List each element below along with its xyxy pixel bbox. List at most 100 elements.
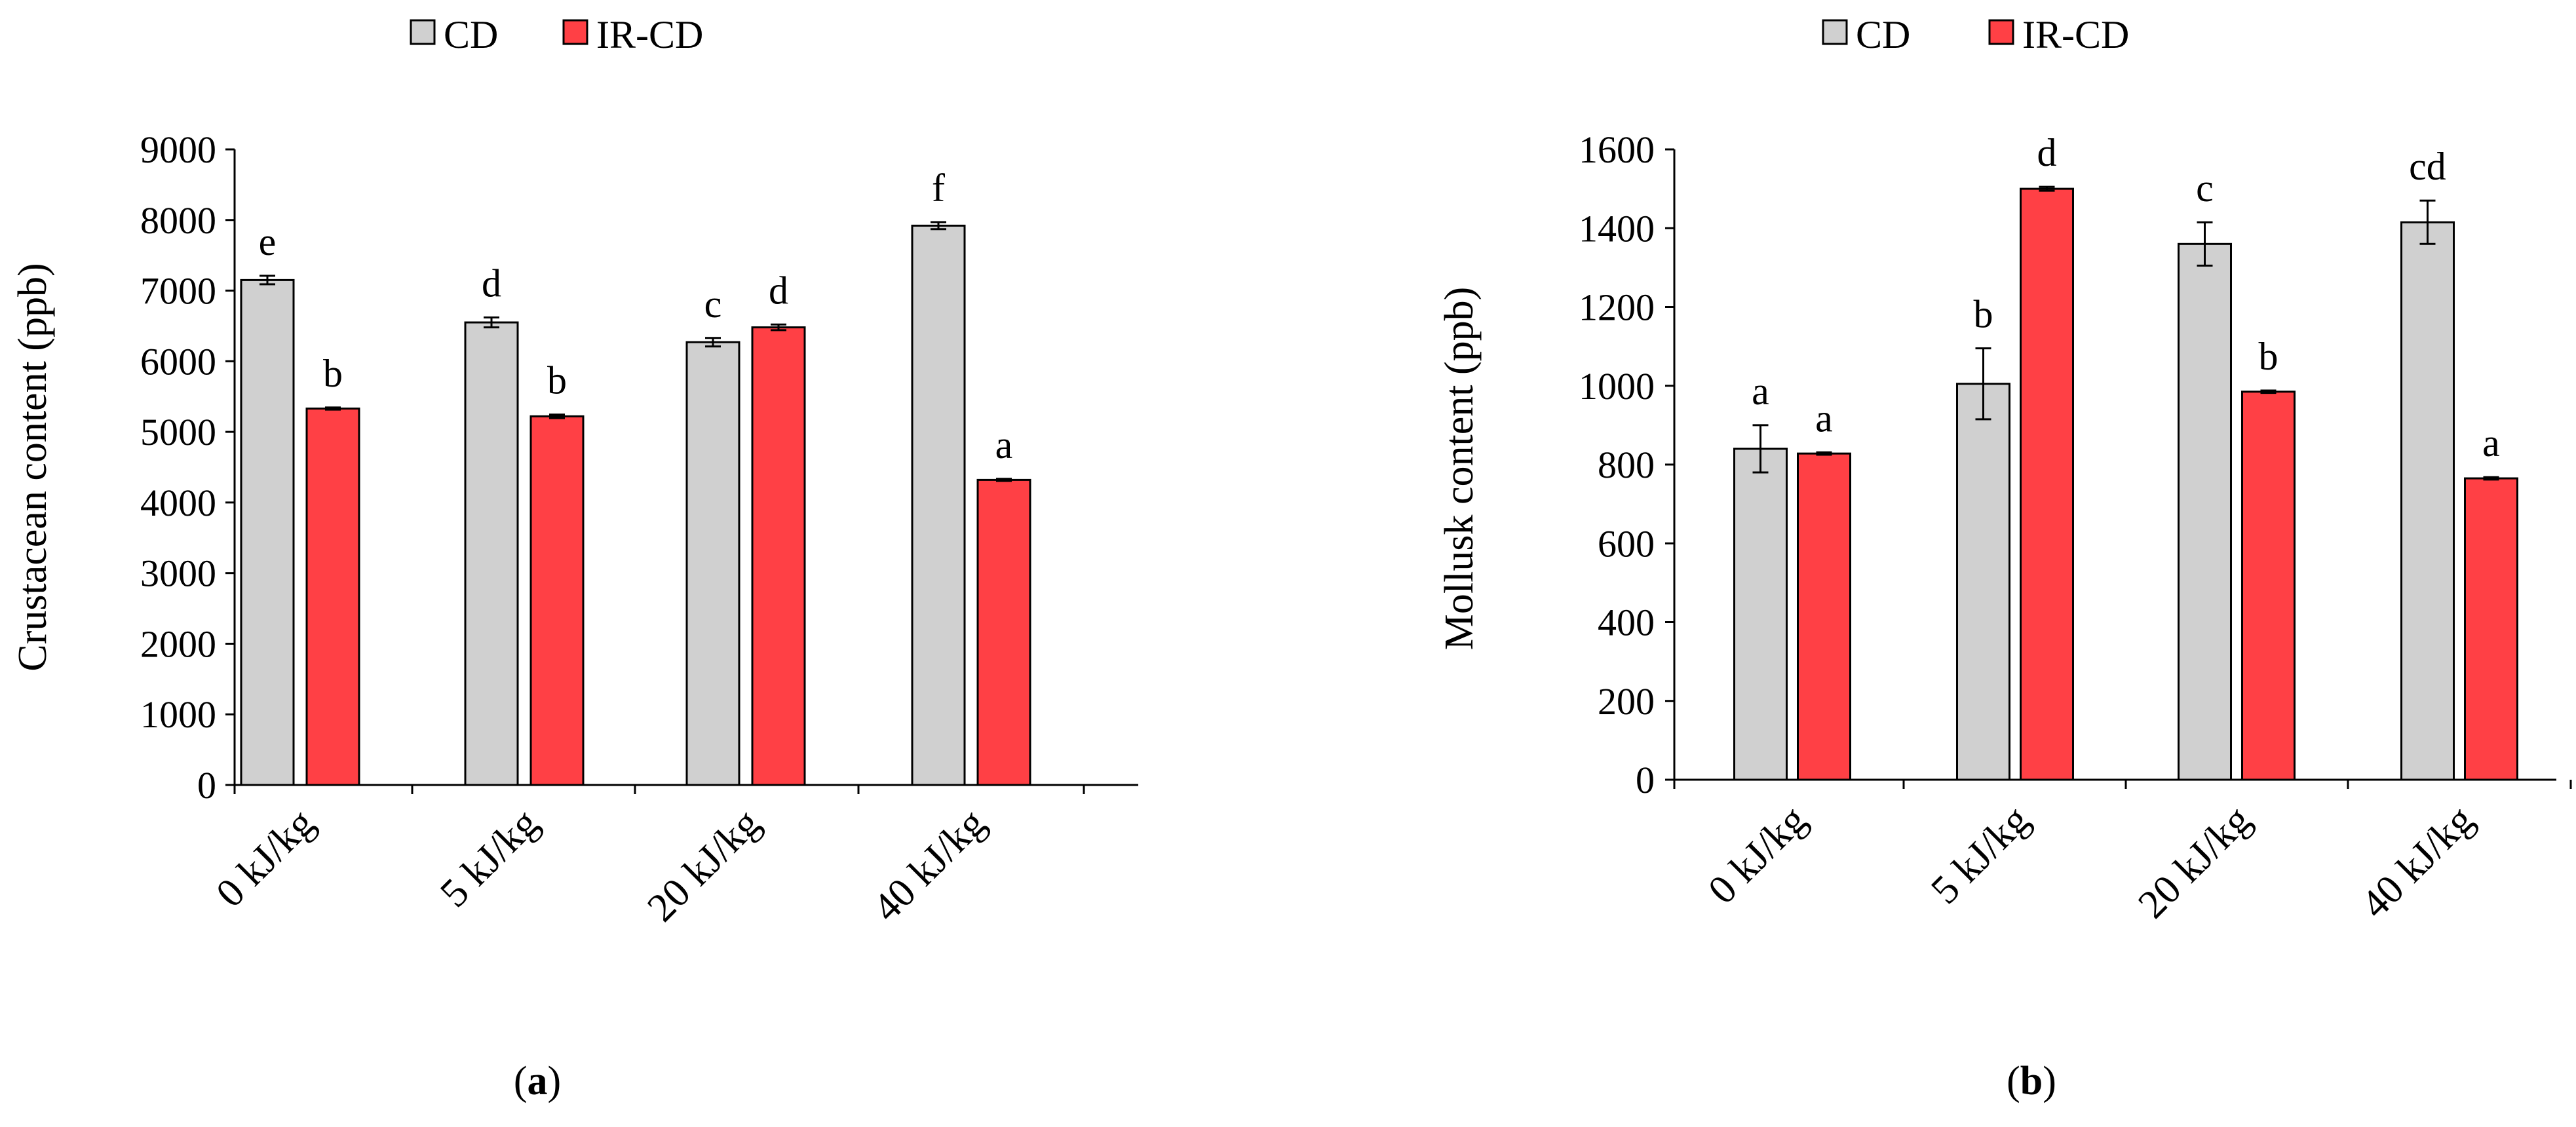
x-tick-label-a: 0 kJ/kg (208, 801, 323, 916)
bar-ircd-b (2241, 391, 2296, 781)
bar-ircd-b (2464, 477, 2518, 781)
bar-cd-b (1956, 383, 2010, 781)
bars-a: e d c f b b d a (233, 166, 1085, 794)
significance-letter-b: c (2196, 166, 2214, 210)
y-tick-label-a: 7000 (140, 270, 216, 313)
y-tick-label-b: 0 (1636, 759, 1655, 801)
error-bar-b (1975, 347, 1991, 421)
y-tick-label-b: 1200 (1579, 286, 1655, 329)
x-tick-label-a: 20 kJ/kg (639, 801, 769, 930)
y-tick-label-a: 6000 (140, 340, 216, 383)
error-bar-a (325, 406, 341, 411)
y-tick-label-a: 1000 (140, 693, 216, 736)
x-tick-label-b: 40 kJ/kg (2353, 797, 2482, 927)
y-tick-label-a: 0 (197, 764, 216, 807)
y-tick-label-b: 1600 (1579, 128, 1655, 171)
y-axis-label-b: Mollusk content (ppb) (1437, 287, 1482, 651)
x-tick-label-b: 0 kJ/kg (1700, 797, 1815, 913)
legend-b: CD IR-CD (1822, 13, 2129, 56)
bar-ircd-a (305, 408, 360, 786)
bar-cd-a (240, 278, 295, 786)
y-tick-label-b: 1400 (1579, 207, 1655, 250)
error-bar-b (2039, 185, 2055, 192)
error-bar-a (705, 337, 721, 348)
panel-b: CD IR-CD Mollusk content (ppb) 0 200 400 60… (1437, 13, 2572, 1103)
x-tick-label-b: 5 kJ/kg (1923, 797, 2038, 913)
y-axis-a: 0 1000 2000 3000 4000 5000 6000 7000 8000 9000 (140, 128, 236, 807)
bar-cd-b (2178, 242, 2232, 781)
x-tick-label-a: 5 kJ/kg (432, 801, 547, 916)
legend-a: CD IR-CD (410, 13, 703, 56)
bar-ircd-b (2020, 187, 2074, 781)
y-tick-label-b: 600 (1598, 522, 1655, 565)
y-ticks-a: 0 1000 2000 3000 4000 5000 6000 7000 8000 9000 (140, 128, 235, 807)
y-axis-label-a: Crustacean content (ppb) (10, 263, 55, 671)
y-ticks-b: 0 200 400 600 800 1000 1200 1400 1600 (1579, 128, 1674, 801)
bar-cd-a (911, 224, 966, 786)
legend-swatch-ircd-a (562, 19, 588, 45)
legend-swatch-ircd-b (1988, 19, 2014, 45)
y-tick-label-a: 2000 (140, 622, 216, 665)
error-bar-b (2419, 199, 2436, 245)
bar-cd-a (685, 341, 740, 786)
panel-letter-b: b (2020, 1059, 2043, 1103)
x-tick-label-b: 20 kJ/kg (2130, 797, 2259, 927)
y-tick-label-a: 3000 (140, 552, 216, 595)
significance-letter-b: d (2037, 131, 2057, 174)
x-tick-label-a: 40 kJ/kg (864, 801, 994, 930)
significance-letter-b: b (1974, 293, 1993, 336)
y-tick-label-b: 200 (1598, 680, 1655, 723)
bar-ircd-b (1797, 452, 1851, 781)
legend-label-ircd-a: IR-CD (596, 13, 703, 56)
error-bar-a (260, 275, 275, 286)
y-tick-label-b: 800 (1598, 444, 1655, 486)
x-tick-labels-a: 0 kJ/kg 5 kJ/kg 20 kJ/kg 40 kJ/kg (208, 801, 994, 930)
error-bar-b (2483, 476, 2499, 481)
legend-swatch-cd-b (1822, 19, 1848, 45)
significance-letter-b: a (1752, 370, 1769, 413)
bar-ircd-a (976, 478, 1031, 786)
significance-letter-a: d (482, 262, 501, 305)
error-bar-b (2260, 389, 2277, 394)
error-bar-a (484, 316, 499, 329)
bars-b: a b c cd a d b a (1673, 131, 2572, 789)
bar-cd-a (464, 321, 519, 786)
panel-letter-a: a (528, 1059, 548, 1103)
bar-cd-b (1733, 448, 1788, 781)
error-bar-a (771, 323, 786, 332)
error-bar-b (2197, 221, 2213, 267)
y-tick-label-a: 5000 (140, 411, 216, 453)
significance-letter-a: f (932, 166, 945, 210)
y-tick-label-b: 1000 (1579, 365, 1655, 408)
error-bar-a (549, 413, 565, 419)
legend-swatch-cd-a (410, 19, 436, 45)
significance-letter-a: b (323, 352, 343, 395)
significance-letter-b: a (1815, 396, 1833, 440)
significance-letter-a: d (769, 269, 788, 312)
panel-label-b: (b) (2007, 1059, 2056, 1103)
panel-label-a: (a) (514, 1059, 561, 1103)
bar-cd-b (2400, 221, 2455, 781)
bar-ircd-a (751, 326, 806, 786)
panel-a: CD IR-CD Crustacean content (ppb) 0 1000 2… (10, 13, 1138, 1103)
significance-letter-a: a (995, 423, 1013, 467)
y-axis-b: 0 200 400 600 800 1000 1200 1400 1600 (1579, 128, 1676, 801)
significance-letter-a: b (547, 359, 567, 402)
y-tick-label-a: 8000 (140, 199, 216, 242)
error-bar-b (1752, 424, 1769, 474)
significance-letter-b: b (2259, 335, 2278, 378)
error-bar-a (931, 221, 946, 231)
legend-label-cd-b: CD (1856, 13, 1910, 56)
error-bar-b (1816, 451, 1832, 456)
x-tick-labels-b: 0 kJ/kg 5 kJ/kg 20 kJ/kg 40 kJ/kg (1700, 797, 2482, 927)
legend-label-ircd-b: IR-CD (2022, 13, 2129, 56)
bar-ircd-a (529, 415, 585, 786)
y-tick-label-a: 4000 (140, 482, 216, 524)
y-tick-label-b: 400 (1598, 602, 1655, 644)
legend-label-cd-a: CD (444, 13, 498, 56)
y-tick-label-a: 9000 (140, 128, 216, 171)
significance-letter-a: c (704, 282, 722, 326)
error-bar-a (996, 478, 1012, 482)
significance-letter-a: e (259, 220, 277, 263)
